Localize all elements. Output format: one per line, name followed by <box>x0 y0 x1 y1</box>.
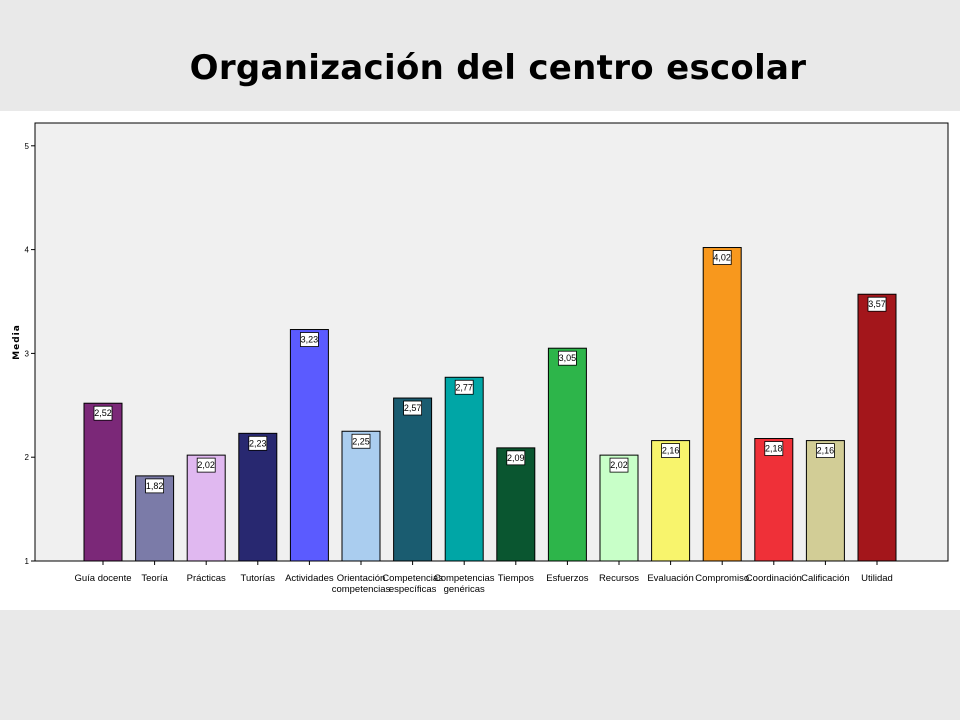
bar <box>83 402 123 562</box>
y-axis-label: Media <box>12 324 22 360</box>
x-tick-label: Calificación <box>801 573 850 584</box>
y-axis: 1 2 3 4 5 <box>25 142 35 566</box>
x-tick-label: Orientación <box>337 573 386 584</box>
data-label: 2,02 <box>610 460 628 470</box>
data-label-box <box>454 379 474 395</box>
x-tick-label: Coordinación <box>746 573 802 584</box>
x-tick-label: Competencias <box>382 573 443 584</box>
data-label-box <box>816 443 835 458</box>
data-label: 2,18 <box>765 444 783 454</box>
data-label: 2,25 <box>352 436 370 446</box>
x-tick-label: competencias <box>332 584 391 595</box>
data-label-box <box>299 332 319 347</box>
data-label-box <box>248 435 268 451</box>
data-label: 2,23 <box>249 438 267 448</box>
data-label: 2,16 <box>662 446 680 456</box>
data-label: 3,23 <box>301 335 319 345</box>
data-label-box <box>403 400 423 416</box>
bar <box>599 454 639 562</box>
y-tick-label: 1 <box>25 557 30 566</box>
x-tick-label: Esfuerzos <box>546 573 588 584</box>
data-label: 3,05 <box>559 353 577 363</box>
x-tick-label: Prácticas <box>187 573 226 584</box>
x-tick-label: Tutorías <box>241 573 276 584</box>
bar <box>547 347 587 562</box>
data-label: 2,16 <box>817 446 835 456</box>
y-tick-label: 2 <box>25 453 30 462</box>
x-tick-label: Evaluación <box>647 573 693 584</box>
x-axis: Guía docente Teoría Prácticas Tutorías Activ… <box>74 561 893 595</box>
bar <box>754 438 794 562</box>
y-tick-label: 3 <box>25 349 30 358</box>
x-tick-label: Guía docente <box>74 573 131 584</box>
data-label: 4,02 <box>713 253 731 263</box>
data-label-box <box>506 450 526 466</box>
data-label: 2,02 <box>197 460 215 470</box>
bar <box>186 454 226 562</box>
x-tick-label: específicas <box>389 584 437 595</box>
x-tick-label: Utilidad <box>861 573 893 584</box>
data-label-box <box>93 405 113 421</box>
bar <box>238 432 278 562</box>
data-label-box <box>558 350 577 366</box>
x-tick-label: Competencias <box>434 573 495 584</box>
data-label: 2,52 <box>94 408 112 418</box>
x-tick-label: Recursos <box>599 573 639 584</box>
x-tick-label: genéricas <box>444 584 485 595</box>
x-tick-label: Teoría <box>141 573 168 584</box>
bar <box>805 440 845 562</box>
bar <box>496 447 536 562</box>
data-label: 2,57 <box>404 403 422 413</box>
x-tick-label: Tiempos <box>498 573 534 584</box>
bar <box>651 440 691 562</box>
data-label-box <box>661 443 680 458</box>
chart-title: Organización del centro escolar <box>189 48 807 88</box>
x-tick-label: Compromiso <box>695 573 749 584</box>
data-label-box <box>351 433 371 449</box>
bar <box>393 397 433 562</box>
data-label-box <box>867 296 887 312</box>
bar <box>444 376 484 562</box>
bar <box>289 329 329 562</box>
data-label-box <box>764 441 784 456</box>
data-label-box <box>712 250 732 265</box>
y-tick-label: 5 <box>25 142 30 151</box>
data-label: 3,57 <box>868 299 886 309</box>
data-label-box <box>145 478 165 494</box>
bar <box>341 430 381 562</box>
data-label: 2,09 <box>507 453 525 463</box>
data-label-box <box>609 457 629 473</box>
x-tick-label: Actividades <box>285 573 334 584</box>
data-label-box <box>196 457 216 473</box>
data-label: 2,77 <box>455 382 473 392</box>
bars: 2,52 1,82 2,02 2,23 3,23 2,25 2,57 2,77 2,09 3,05… <box>83 247 897 562</box>
y-tick-label: 4 <box>25 246 30 255</box>
bar <box>857 293 897 562</box>
bar <box>702 247 742 562</box>
data-label: 1,82 <box>146 481 164 491</box>
